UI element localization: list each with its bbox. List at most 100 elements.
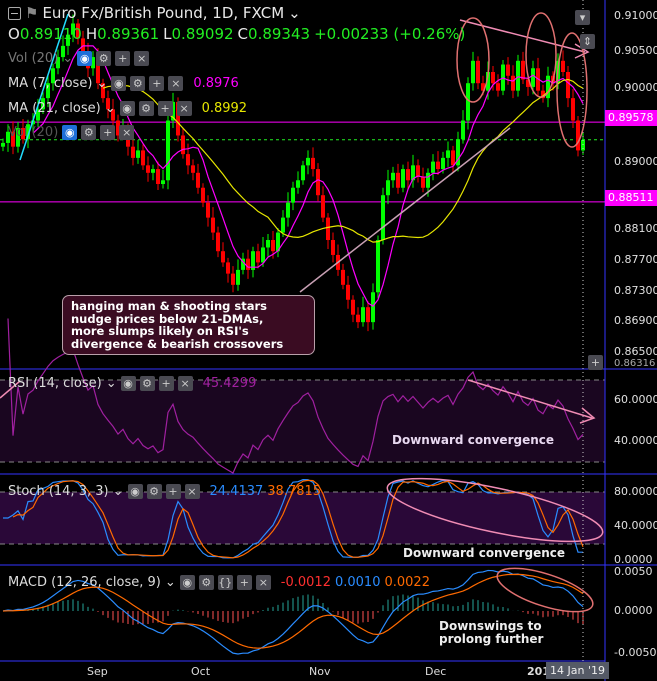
candle-body — [361, 307, 365, 323]
rsi-label: RSI (14, close) — [8, 376, 102, 391]
chevron-down-icon[interactable]: ⌄ — [104, 101, 116, 116]
stoch-k-value: 24.4137 — [209, 484, 264, 499]
candle-body — [416, 165, 420, 177]
chevron-down-icon[interactable]: ⌄ — [62, 51, 74, 66]
eye-icon[interactable]: ◉ — [120, 376, 136, 391]
price-tick: 0.87300 — [614, 284, 657, 297]
price-tick: 0.90000 — [614, 81, 657, 94]
symbol-title[interactable]: Euro Fx/British Pound, 1D, FXCM — [42, 4, 285, 22]
open-label: O — [8, 25, 20, 43]
macd-hist-value: -0.0012 — [280, 575, 331, 590]
close-icon[interactable]: × — [177, 376, 193, 391]
vol-legend-2[interactable]: Vol (20) ◉ ⚙ + × — [8, 125, 135, 140]
braces-icon[interactable]: {} — [217, 575, 233, 590]
plus-icon[interactable]: + — [158, 376, 174, 391]
eye-icon[interactable]: ◉ — [179, 575, 195, 590]
chevron-down-icon[interactable]: ⌄ — [164, 575, 176, 590]
candle-body — [181, 135, 185, 155]
eye-icon[interactable]: ◉ — [111, 76, 127, 91]
candle-body — [546, 75, 550, 99]
plus-icon[interactable]: + — [236, 575, 252, 590]
stoch-tick: 80.0000 — [614, 485, 657, 498]
candle-body — [186, 154, 190, 166]
price-tick: 0.91000 — [614, 9, 657, 22]
stoch-label: Stoch (14, 3, 3) — [8, 484, 109, 499]
macd-legend[interactable]: MACD (12, 26, close, 9) ⌄ ◉ ⚙{} + × -0.0012 … — [8, 575, 430, 590]
rsi-value: 45.4299 — [202, 376, 257, 391]
candle-body — [176, 101, 180, 136]
gear-icon[interactable]: ⚙ — [139, 376, 155, 391]
close-icon[interactable]: × — [168, 76, 184, 91]
ma7-legend[interactable]: MA (7, close) ⌄ ◉ ⚙ + × 0.8976 — [8, 76, 239, 91]
candle-body — [371, 292, 375, 323]
collapse-icon[interactable]: − — [8, 6, 21, 20]
time-label-oct: Oct — [191, 665, 211, 678]
candle-body — [226, 262, 230, 274]
callout-line: divergence & bearish crossovers — [71, 336, 284, 351]
plus-icon[interactable]: + — [157, 101, 173, 116]
gear-icon[interactable]: ⚙ — [138, 101, 154, 116]
plus-icon[interactable]: + — [100, 125, 116, 140]
candle-body — [411, 165, 415, 181]
scroll-down-icon[interactable]: ▾ — [575, 10, 590, 25]
close-icon[interactable]: × — [184, 484, 200, 499]
candle-body — [491, 72, 495, 84]
rsi-legend[interactable]: RSI (14, close) ⌄ ◉ ⚙ + × 45.4299 — [8, 376, 256, 391]
chevron-down-icon[interactable]: ⌄ — [112, 484, 124, 499]
eye-icon[interactable]: ◉ — [62, 125, 78, 140]
chevron-down-icon[interactable]: ⌄ — [288, 4, 301, 22]
callout-line: hanging man & shooting stars — [71, 299, 268, 313]
symbol-legend[interactable]: − ⚑ Euro Fx/British Pound, 1D, FXCM ⌄ — [8, 4, 301, 22]
candle-body — [511, 75, 515, 91]
macd-label: MACD (12, 26, close, 9) — [8, 575, 161, 590]
macd-tick: 0.0050 — [614, 565, 653, 578]
close-icon[interactable]: × — [134, 51, 150, 66]
gear-icon[interactable]: ⚙ — [146, 484, 162, 499]
price-tick: 0.87700 — [614, 253, 657, 266]
candle-body — [301, 165, 305, 181]
gear-icon[interactable]: ⚙ — [81, 125, 97, 140]
low-label: L — [163, 25, 172, 43]
plus-icon[interactable]: + — [115, 51, 131, 66]
plus-icon[interactable]: + — [165, 484, 181, 499]
candle-body — [351, 299, 355, 315]
vol-label: Vol (20) — [8, 51, 59, 66]
candle-body — [146, 165, 150, 173]
chevron-down-icon[interactable]: ⌄ — [105, 376, 117, 391]
updown-icon[interactable]: ⇕ — [580, 34, 595, 49]
plus-icon[interactable]: + — [588, 355, 603, 370]
close-icon[interactable]: × — [176, 101, 192, 116]
candle-body — [116, 120, 120, 136]
ma21-legend[interactable]: MA (21, close) ⌄ ◉ ⚙ + × 0.8992 — [8, 101, 247, 116]
candle-body — [51, 68, 55, 84]
stoch-ellipse — [386, 477, 604, 543]
close-icon[interactable]: × — [255, 575, 271, 590]
candle-body — [281, 217, 285, 233]
macd-line — [2, 569, 584, 655]
gear-icon[interactable]: ⚙ — [130, 76, 146, 91]
price-tick: 0.86500 — [614, 345, 657, 358]
ma21-label: MA (21, close) — [8, 101, 101, 116]
vol-legend[interactable]: Vol (20) ⌄ ◉ ⚙ + × — [8, 51, 150, 66]
candle-body — [221, 251, 225, 263]
candle-body — [576, 120, 580, 151]
resistance-trendline — [459, 19, 586, 53]
plus-icon[interactable]: + — [149, 76, 165, 91]
price-tick: 0.88100 — [614, 222, 657, 235]
stoch-tick: 40.0000 — [614, 519, 657, 532]
chevron-down-icon[interactable]: ⌄ — [96, 76, 108, 91]
close-icon[interactable]: × — [119, 125, 135, 140]
candle-body — [41, 98, 45, 110]
gear-icon[interactable]: ⚙ — [198, 575, 214, 590]
candle-body — [76, 23, 80, 39]
candle-body — [256, 251, 260, 263]
stoch-legend[interactable]: Stoch (14, 3, 3) ⌄ ◉ ⚙ + × 24.4137 38.7815 — [8, 484, 321, 499]
high-value: 0.89361 — [97, 25, 160, 43]
eye-icon[interactable]: ◉ — [127, 484, 143, 499]
eye-icon[interactable]: ◉ — [119, 101, 135, 116]
gear-icon[interactable]: ⚙ — [96, 51, 112, 66]
candle-body — [171, 101, 175, 121]
eye-icon[interactable]: ◉ — [77, 51, 93, 66]
candle-body — [261, 247, 265, 263]
